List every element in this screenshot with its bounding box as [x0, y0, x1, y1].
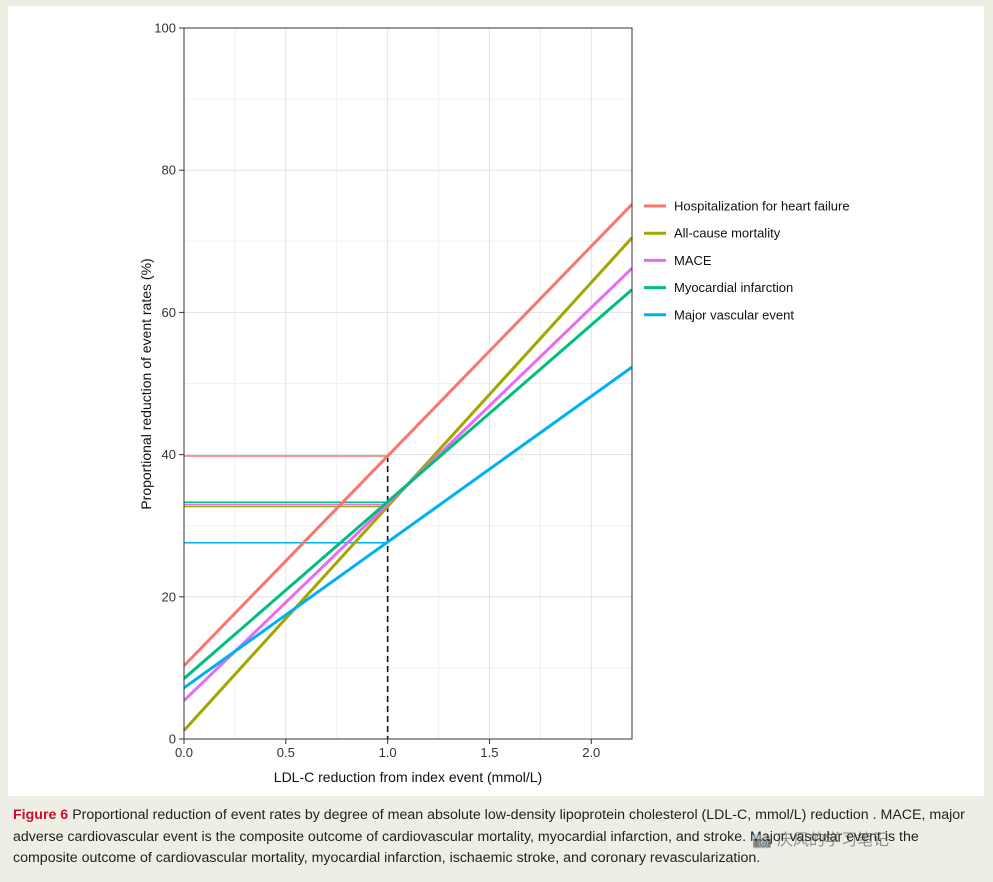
watermark: 📷 庆风的学习笔记	[752, 830, 890, 849]
x-tick-label: 1.0	[379, 745, 397, 760]
series-line	[183, 288, 633, 680]
y-tick-label: 20	[162, 589, 176, 604]
x-axis-title: LDL-C reduction from index event (mmol/L…	[274, 769, 542, 785]
caption-text: Proportional reduction of event rates by…	[13, 807, 965, 866]
y-tick-label: 80	[162, 163, 176, 178]
x-tick-label: 0.5	[277, 745, 295, 760]
y-tick-label: 60	[162, 305, 176, 320]
x-tick-label: 1.5	[480, 745, 498, 760]
figure-label: Figure 6	[13, 807, 69, 823]
grid-minor	[184, 28, 632, 739]
legend-label: Major vascular event	[674, 307, 794, 322]
plot-panel: 0.0 0.5 1.0 1.5 2.0 0 20 40 60 80 100 LDL-C reduc…	[8, 6, 984, 796]
series-lines	[182, 203, 634, 732]
y-tick-label: 40	[162, 447, 176, 462]
legend-label: All-cause mortality	[674, 226, 781, 241]
y-tick-label: 100	[154, 21, 176, 36]
legend-label: MACE	[674, 253, 712, 268]
y-axis-title: Proportional reduction of event rates (%…	[138, 258, 154, 509]
reference-lines	[184, 455, 389, 739]
line-chart: 0.0 0.5 1.0 1.5 2.0 0 20 40 60 80 100 LDL-C reduc…	[138, 21, 850, 786]
y-axis: 0 20 40 60 80 100	[154, 21, 184, 747]
x-tick-label: 0.0	[175, 745, 193, 760]
series-line	[183, 365, 633, 690]
legend-label: Hospitalization for heart failure	[674, 199, 850, 214]
plot-area-border	[183, 27, 633, 740]
x-axis: 0.0 0.5 1.0 1.5 2.0	[175, 739, 600, 760]
series-line	[182, 203, 634, 667]
y-tick-label: 0	[169, 732, 176, 747]
legend: Hospitalization for heart failure All-cau…	[644, 199, 850, 322]
x-tick-label: 2.0	[582, 745, 600, 760]
legend-label: Myocardial infarction	[674, 280, 793, 295]
figure-caption: Figure 6 Proportional reduction of event …	[13, 805, 985, 870]
